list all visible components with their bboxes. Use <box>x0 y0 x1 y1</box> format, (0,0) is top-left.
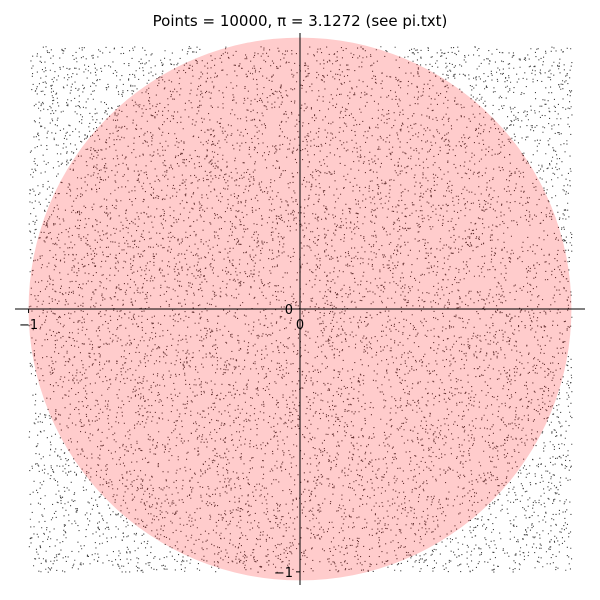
y-tick-label: 0 <box>285 303 293 318</box>
x-tick-label: −1 <box>19 318 38 333</box>
chart-title: Points = 10000, π = 3.1272 (see pi.txt) <box>152 12 448 30</box>
y-tick-label: −1 <box>274 566 293 581</box>
ticks-layer: −1 0 −1 0 <box>19 303 304 581</box>
x-tick-label: 0 <box>296 318 304 333</box>
